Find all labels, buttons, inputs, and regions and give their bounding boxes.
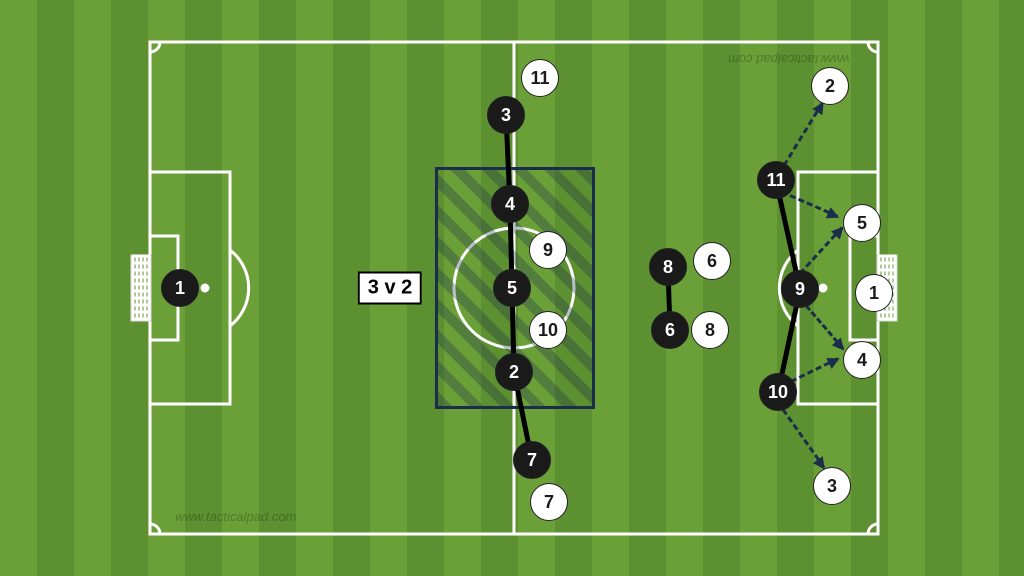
watermark-top: www.tacticalpad.com [728, 52, 849, 67]
white-player-1: 1 [855, 274, 893, 312]
white-player-4: 4 [843, 341, 881, 379]
white-player-2: 2 [811, 67, 849, 105]
black-player-10: 10 [759, 373, 797, 411]
white-player-3: 3 [813, 467, 851, 505]
white-player-7: 7 [530, 483, 568, 521]
white-player-10: 10 [529, 311, 567, 349]
zone-label: 3 v 2 [358, 272, 422, 305]
black-player-7: 7 [513, 441, 551, 479]
white-player-8: 8 [691, 311, 729, 349]
white-player-5: 5 [843, 204, 881, 242]
black-player-11: 11 [757, 161, 795, 199]
black-player-8: 8 [649, 248, 687, 286]
black-player-6: 6 [651, 311, 689, 349]
tactical-diagram: 11910768251431345278611910 3 v 2 www.tac… [0, 0, 1024, 576]
black-player-3: 3 [487, 96, 525, 134]
black-player-9: 9 [781, 270, 819, 308]
black-player-5: 5 [493, 269, 531, 307]
black-player-1: 1 [161, 269, 199, 307]
watermark-bottom: www.tacticalpad.com [175, 509, 296, 524]
white-player-9: 9 [529, 231, 567, 269]
black-player-2: 2 [495, 353, 533, 391]
black-player-4: 4 [491, 185, 529, 223]
white-player-11: 11 [521, 59, 559, 97]
white-player-6: 6 [693, 242, 731, 280]
